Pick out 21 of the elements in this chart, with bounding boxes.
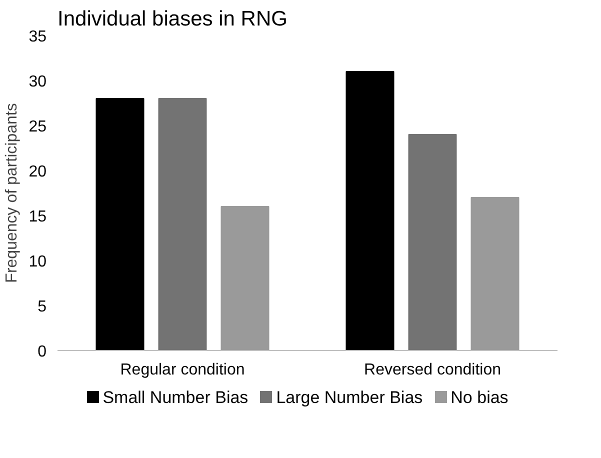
bar <box>96 98 144 350</box>
y-tick-label: 30 <box>28 74 47 90</box>
bar <box>158 98 207 350</box>
legend-label: Small Number Bias <box>102 388 248 407</box>
bar <box>220 206 270 350</box>
legend-label: Large Number Bias <box>275 388 423 407</box>
y-tick-label: 0 <box>38 344 47 360</box>
x-tick-label: Regular condition <box>120 362 245 378</box>
bar <box>408 134 457 350</box>
y-axis-title: Frequency of participants <box>4 103 21 283</box>
bar <box>470 197 520 350</box>
y-tick-label: 10 <box>28 254 47 270</box>
y-tick-label: 35 <box>28 28 47 46</box>
y-tick-label: 15 <box>28 208 47 226</box>
legend-label: No bias <box>450 388 508 407</box>
x-tick-label: Reversed condition <box>364 362 501 378</box>
y-tick-label: 20 <box>28 164 47 180</box>
bar <box>346 71 394 350</box>
y-tick-label: 25 <box>28 118 47 136</box>
chart-title: Individual biases in RNG <box>58 8 288 30</box>
y-tick-label: 5 <box>38 298 47 316</box>
